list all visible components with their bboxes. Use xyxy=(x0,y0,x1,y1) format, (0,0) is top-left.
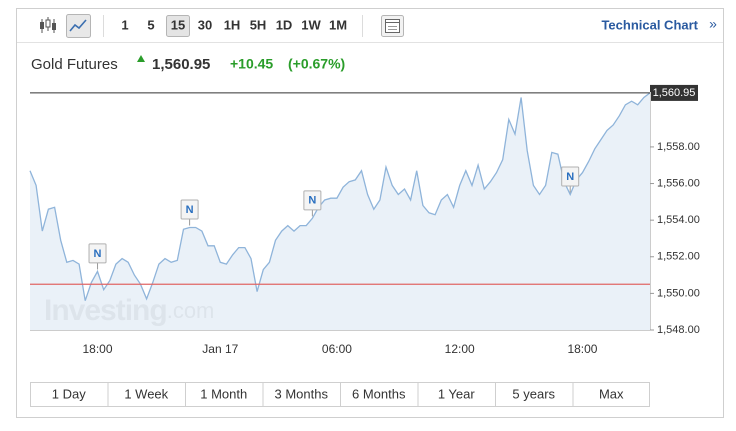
y-tick-label: 1,556.00 xyxy=(657,177,700,189)
news-box[interactable] xyxy=(88,243,107,264)
range-label[interactable]: 6 Months xyxy=(352,386,406,401)
interval-label[interactable]: 1M xyxy=(329,17,347,32)
interval-button[interactable]: 5H xyxy=(250,17,267,32)
range-button[interactable]: 1 Day xyxy=(52,386,86,401)
news-box[interactable] xyxy=(561,166,580,187)
x-tick-label: 06:00 xyxy=(322,342,352,356)
layout-icon[interactable] xyxy=(381,15,404,37)
range-label[interactable]: 1 Month xyxy=(200,386,247,401)
up-arrow xyxy=(137,55,145,62)
news-box[interactable] xyxy=(180,199,199,220)
interval-button[interactable]: 1D xyxy=(276,17,293,32)
interval-label[interactable]: 1W xyxy=(301,17,321,32)
range-button[interactable]: 1 Week xyxy=(107,382,169,406)
news-box[interactable] xyxy=(303,190,322,211)
line-icon-stroke xyxy=(69,19,87,32)
news-marker[interactable]: N xyxy=(561,166,580,193)
interval-label[interactable]: 1H xyxy=(224,17,241,32)
interval-button[interactable]: 5 xyxy=(147,17,154,32)
range-button[interactable]: 6 Months xyxy=(340,382,406,406)
interval-label[interactable]: 15 xyxy=(171,17,185,32)
interval-label[interactable]: 30 xyxy=(198,17,212,32)
candle-body xyxy=(40,22,44,29)
interval-selected-box[interactable] xyxy=(166,15,190,37)
last-price-label: 1,560.95 xyxy=(653,87,696,99)
line-icon-box[interactable] xyxy=(66,14,91,38)
range-button[interactable]: 3 Months xyxy=(262,382,329,406)
quote-price: 1,560.95 xyxy=(152,56,210,73)
y-tick-label: 1,554.00 xyxy=(657,214,700,226)
range-button[interactable]: 1 Year xyxy=(417,382,476,406)
range-button[interactable]: Max xyxy=(572,382,624,406)
interval-button[interactable]: 1 xyxy=(121,17,128,32)
technical-chart-arrow[interactable]: » xyxy=(709,16,717,32)
candle-body xyxy=(52,23,56,30)
news-marker[interactable]: N xyxy=(88,243,107,270)
line-icon[interactable] xyxy=(66,14,91,38)
range-label[interactable]: Max xyxy=(599,386,624,401)
y-tick-label: 1,548.00 xyxy=(657,324,700,336)
plot: Investing.com1,560.951,548.001,550.001,5… xyxy=(29,82,700,356)
technical-chart-text[interactable]: Technical Chart xyxy=(601,17,698,32)
news-label[interactable]: N xyxy=(94,248,102,260)
quote-change: +10.45 xyxy=(230,56,273,72)
x-tick-label: 18:00 xyxy=(567,342,597,356)
y-tick-label: 1,550.00 xyxy=(657,287,700,299)
last-price-box xyxy=(650,84,698,101)
news-label[interactable]: N xyxy=(308,195,316,207)
news-marker[interactable]: N xyxy=(303,190,322,217)
range-button[interactable]: 1 Month xyxy=(185,382,248,406)
y-tick-label: 1,558.00 xyxy=(657,141,700,153)
range-button[interactable]: 5 years xyxy=(495,382,556,406)
interval-label[interactable]: 5H xyxy=(250,17,267,32)
x-tick-label: 12:00 xyxy=(445,342,475,356)
candle-body xyxy=(45,19,51,28)
interval-label[interactable]: 5 xyxy=(147,17,154,32)
area-fill xyxy=(30,92,650,331)
interval-button[interactable]: 30 xyxy=(198,17,212,32)
technical-chart-link[interactable]: Technical Chart » xyxy=(601,16,717,33)
range-bar: 1 Day 1 Week 1 Month 3 Months 6 Months 1 Year… xyxy=(30,382,650,407)
range-label[interactable]: 1 Week xyxy=(124,386,168,401)
interval-button[interactable]: 1H xyxy=(224,17,241,32)
interval-label[interactable]: 1 xyxy=(121,17,128,32)
quote-name: Gold Futures xyxy=(31,56,118,73)
candle-icon[interactable] xyxy=(37,15,59,37)
news-marker[interactable]: N xyxy=(180,199,199,226)
quote-change-percent: (+0.67%) xyxy=(288,56,345,72)
range-label[interactable]: 3 Months xyxy=(275,386,329,401)
x-tick-label: Jan 17 xyxy=(202,342,238,356)
range-label[interactable]: 5 years xyxy=(512,386,555,401)
interval-button[interactable]: 1M xyxy=(329,17,347,32)
range-label[interactable]: 1 Day xyxy=(52,386,86,401)
interval-button[interactable]: 15 xyxy=(166,15,190,37)
x-tick-label: 18:00 xyxy=(83,342,113,356)
y-tick-label: 1,552.00 xyxy=(657,251,700,263)
news-label[interactable]: N xyxy=(566,171,574,183)
interval-label[interactable]: 1D xyxy=(276,17,293,32)
interval-button[interactable]: 1W xyxy=(301,17,321,32)
news-label[interactable]: N xyxy=(186,204,194,216)
price-line xyxy=(29,92,651,301)
range-label[interactable]: 1 Year xyxy=(438,386,476,401)
